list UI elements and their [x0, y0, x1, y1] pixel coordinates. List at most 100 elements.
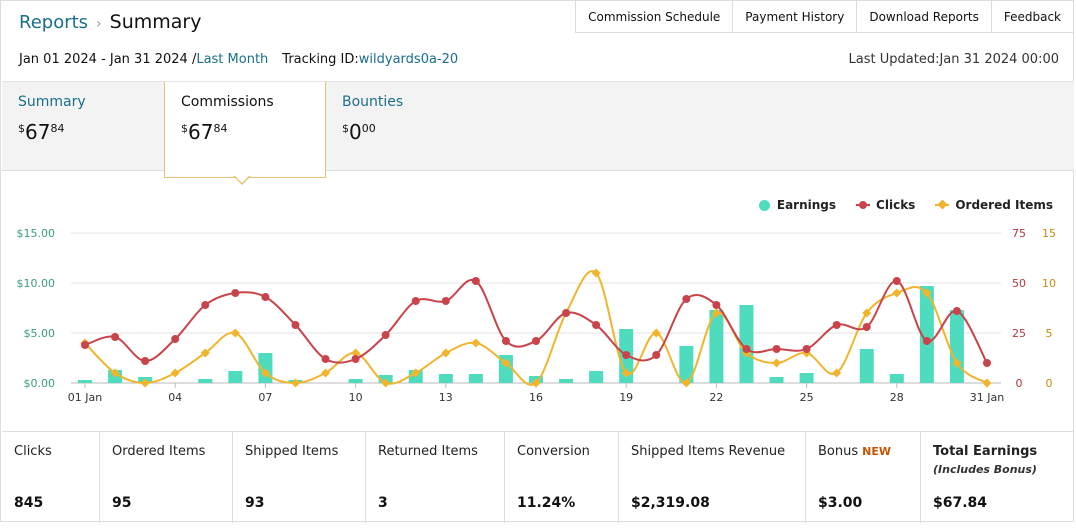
stat-ordered-items-value: 95	[112, 495, 132, 511]
clicks-point	[682, 295, 691, 303]
stat-returned-items-value: 3	[378, 495, 388, 511]
tab-commissions-label: Commissions	[181, 94, 274, 110]
earnings-tabs: Summary $6784 Commissions $6784 Bounties…	[2, 81, 1074, 178]
clicks-point	[501, 337, 510, 345]
commission-schedule-button[interactable]: Commission Schedule	[575, 1, 733, 33]
stat-bonus-label: Bonus NEW	[818, 444, 891, 459]
stat-clicks-label: Clicks	[14, 444, 52, 459]
last-updated-text: Last Updated:Jan 31 2024 00:00	[848, 52, 1059, 67]
feedback-button[interactable]: Feedback	[990, 1, 1073, 33]
stat-ordered-items-label: Ordered Items	[112, 444, 206, 459]
ordered-items-point	[681, 378, 691, 388]
clicks-point	[141, 357, 150, 365]
legend-clicks[interactable]: Clicks	[856, 198, 915, 212]
x-tick-label: 04	[168, 391, 182, 404]
date-range-text: Jan 01 2024 - Jan 31 2024 /	[19, 52, 197, 67]
top-nav: Commission Schedule Payment History Down…	[575, 1, 1073, 33]
earnings-bar	[889, 374, 904, 383]
clicks-point	[201, 301, 210, 309]
x-tick-label: 07	[258, 391, 272, 404]
stat-shipped-revenue-label: Shipped Items Revenue	[631, 444, 786, 459]
ordered-items-point	[351, 348, 361, 358]
y-right-items-tick-label: 15	[1042, 227, 1056, 240]
stat-conversion: Conversion 11.24%	[505, 432, 619, 523]
ordered-items-point	[501, 358, 511, 368]
tracking-id-link[interactable]: wildyards0a-20	[358, 52, 459, 67]
ordered-items-point	[471, 338, 481, 348]
last-month-link[interactable]: Last Month	[196, 52, 269, 67]
stat-total-earnings-label: Total Earnings	[933, 444, 1038, 459]
legend-clicks-label: Clicks	[876, 198, 916, 212]
download-reports-button[interactable]: Download Reports	[856, 1, 991, 33]
x-tick-label: 01 Jan	[68, 391, 102, 404]
clicks-point	[892, 277, 901, 285]
clicks-point	[562, 309, 571, 317]
earnings-bar	[799, 373, 814, 383]
ordered-items-point	[441, 348, 451, 358]
stat-shipped-items-value: 93	[245, 495, 265, 511]
breadcrumb-reports-link[interactable]: Reports	[19, 12, 89, 33]
ordered-items-legend-diamond-icon	[935, 204, 950, 206]
earnings-bar	[859, 349, 874, 383]
stat-clicks-value: 845	[14, 495, 44, 511]
earnings-bar	[228, 371, 243, 383]
clicks-point	[441, 297, 450, 305]
earnings-bar	[949, 310, 964, 383]
clicks-point	[862, 323, 871, 331]
ordered-items-point	[381, 378, 391, 388]
chart-legend: Earnings Clicks Ordered Items	[739, 198, 1053, 212]
clicks-point	[592, 321, 601, 329]
payment-history-button[interactable]: Payment History	[732, 1, 857, 33]
y-right-items-tick-label: 5	[1046, 327, 1053, 340]
x-tick-label: 22	[709, 391, 723, 404]
chevron-right-icon: ›	[96, 16, 102, 32]
clicks-point	[171, 335, 180, 343]
legend-ordered-items[interactable]: Ordered Items	[935, 198, 1053, 212]
earnings-bar	[198, 379, 213, 383]
y-right-clicks-tick-label: 50	[1012, 277, 1026, 290]
clicks-legend-line-icon	[856, 201, 871, 209]
stat-shipped-revenue-value: $2,319.08	[631, 495, 710, 511]
ordered-items-point	[922, 288, 932, 298]
ordered-items-point	[772, 358, 782, 368]
x-tick-label: 13	[439, 391, 453, 404]
x-tick-label: 10	[349, 391, 363, 404]
stat-shipped-items-label: Shipped Items	[245, 444, 339, 459]
stat-conversion-value: 11.24%	[517, 495, 576, 511]
active-tab-pointer	[233, 175, 251, 185]
legend-earnings[interactable]: Earnings	[758, 198, 836, 212]
tab-summary-label: Summary	[18, 94, 86, 110]
earnings-bar	[438, 374, 453, 383]
clicks-point	[351, 355, 360, 363]
tab-summary[interactable]: Summary $6784	[2, 82, 164, 172]
x-tick-label: 16	[529, 391, 543, 404]
tab-commissions[interactable]: Commissions $6784	[164, 82, 326, 178]
tab-bounties-amount: $000	[342, 120, 376, 144]
y-right-clicks-tick-label: 75	[1012, 227, 1026, 240]
stat-shipped-revenue: Shipped Items Revenue $2,319.08	[619, 432, 806, 523]
new-badge: NEW	[862, 445, 891, 458]
tab-bounties-label: Bounties	[342, 94, 404, 110]
earnings-bar	[468, 374, 483, 383]
stat-bonus: Bonus NEW $3.00	[806, 432, 921, 523]
clicks-point	[772, 345, 781, 353]
clicks-point	[742, 345, 751, 353]
ordered-items-point	[290, 378, 300, 388]
stat-clicks: Clicks 845	[2, 432, 100, 523]
tab-bounties[interactable]: Bounties $000	[326, 82, 488, 172]
earnings-bar	[78, 380, 92, 383]
legend-ordered-items-label: Ordered Items	[955, 198, 1053, 212]
earnings-bar	[679, 346, 694, 383]
clicks-line	[84, 278, 988, 364]
earnings-bar	[559, 379, 574, 383]
stat-ordered-items: Ordered Items 95	[100, 432, 233, 523]
earnings-bar	[348, 379, 363, 383]
ordered-items-point	[411, 368, 421, 378]
clicks-point	[321, 355, 330, 363]
stats-row: Clicks 845 Ordered Items 95 Shipped Item…	[2, 431, 1074, 523]
clicks-point	[261, 293, 270, 301]
x-tick-label: 19	[619, 391, 633, 404]
clicks-point	[532, 337, 540, 345]
earnings-bar	[589, 371, 604, 383]
clicks-point	[802, 345, 811, 353]
